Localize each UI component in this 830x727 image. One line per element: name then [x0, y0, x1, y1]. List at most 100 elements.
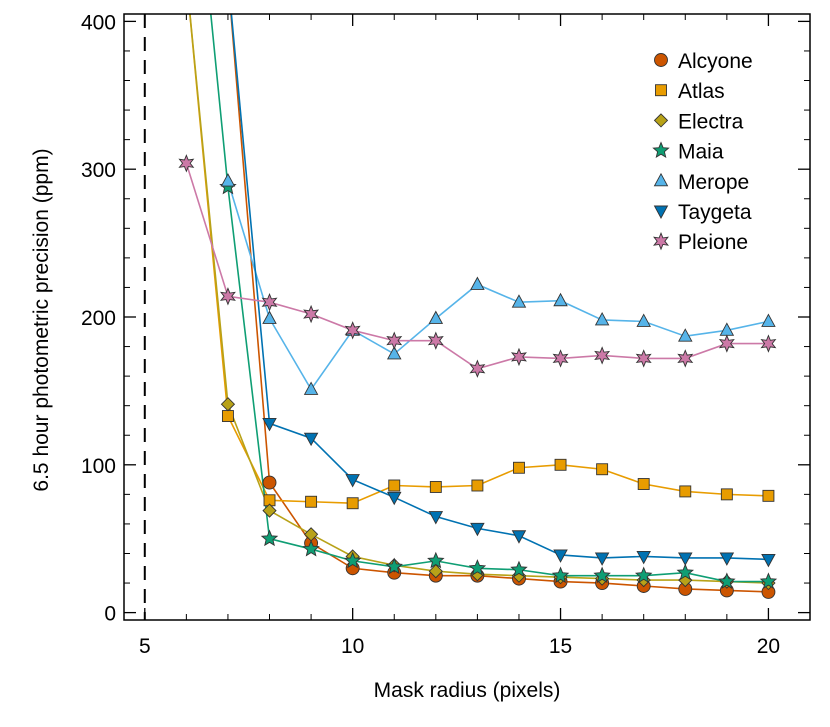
data-point-taygeta: [594, 552, 610, 566]
data-point-maia: [468, 559, 487, 576]
y-tick-label: 300: [81, 159, 116, 182]
data-point-pleione: [760, 334, 777, 353]
legend-label-merope: Merope: [678, 171, 749, 194]
legend-label-pleione: Pleione: [678, 231, 748, 254]
data-point-maia: [551, 566, 570, 584]
data-point-atlas: [637, 478, 650, 490]
series-markers-taygeta: [262, 417, 776, 568]
series-taygeta: [230, 14, 769, 561]
data-point-taygeta: [428, 511, 444, 525]
series-layer: [178, 14, 778, 599]
data-point-merope: [386, 346, 402, 360]
legend-marker-electra: [653, 113, 669, 128]
data-point-merope: [636, 313, 651, 327]
data-point-merope: [511, 294, 527, 308]
data-point-atlas: [388, 479, 401, 492]
x-tick-label: 10: [341, 635, 364, 658]
legend-item-atlas: Atlas: [655, 80, 725, 103]
series-markers-merope: [220, 173, 776, 395]
x-axis-label: Mask radius (pixels): [374, 679, 561, 702]
data-point-electra: [428, 564, 443, 579]
data-point-maia: [385, 557, 403, 575]
data-point-taygeta: [678, 552, 693, 566]
data-point-pleione: [178, 154, 195, 173]
data-point-electra: [220, 397, 236, 412]
legend-marker-alcyone: [654, 53, 668, 67]
data-point-pleione: [261, 293, 278, 312]
data-point-merope: [553, 292, 568, 307]
x-tick-label: 15: [549, 635, 572, 658]
data-point-maia: [634, 566, 653, 584]
data-point-taygeta: [636, 550, 651, 565]
data-point-atlas: [762, 489, 775, 502]
data-point-pleione: [635, 349, 652, 368]
data-point-atlas: [720, 488, 733, 501]
data-point-atlas: [596, 463, 609, 476]
data-point-taygeta: [470, 522, 485, 537]
y-tick-label: 100: [81, 455, 116, 478]
data-point-maia: [427, 551, 445, 569]
legend-item-alcyone: Alcyone: [654, 50, 753, 73]
legend-marker-pleione: [653, 231, 669, 251]
data-point-merope: [594, 312, 610, 326]
data-point-pleione: [510, 347, 527, 367]
series-merope: [227, 180, 769, 391]
data-point-pleione: [386, 331, 403, 350]
data-point-alcyone: [262, 475, 277, 490]
legend-marker-maia: [652, 141, 670, 159]
data-point-atlas: [471, 479, 484, 492]
legend-item-maia: Maia: [652, 141, 724, 164]
legend: Alcyone Atlas Electra Maia Merope Taygeta Plei…: [652, 50, 753, 254]
data-point-atlas: [305, 495, 318, 508]
y-axis-label: 6.5 hour photometric precision (ppm): [30, 148, 53, 491]
data-point-taygeta: [386, 491, 402, 506]
legend-item-taygeta: Taygeta: [653, 201, 752, 224]
data-point-merope: [678, 328, 693, 342]
series-markers-pleione: [178, 154, 777, 378]
data-point-pleione: [552, 349, 569, 368]
y-tick-label: 200: [81, 307, 116, 330]
legend-label-maia: Maia: [678, 141, 724, 164]
legend-item-electra: Electra: [653, 110, 744, 133]
series-markers-maia: [219, 177, 778, 589]
legend-marker-atlas: [655, 84, 667, 97]
plot-area: [143, 14, 778, 620]
legend-label-electra: Electra: [678, 110, 744, 133]
data-point-pleione: [344, 321, 361, 340]
data-point-maia: [759, 572, 778, 589]
legend-marker-taygeta: [653, 205, 669, 219]
data-point-pleione: [469, 359, 486, 378]
data-point-maia: [718, 572, 736, 589]
data-point-maia: [343, 551, 362, 569]
data-point-taygeta: [719, 552, 735, 566]
data-point-maia: [302, 539, 320, 557]
legend-item-merope: Merope: [653, 171, 749, 194]
legend-marker-merope: [653, 172, 669, 187]
data-point-merope: [428, 310, 444, 324]
data-point-maia: [260, 529, 279, 547]
data-point-merope: [761, 313, 776, 327]
data-point-atlas: [221, 410, 234, 422]
data-point-atlas: [513, 461, 525, 474]
series-markers-atlas: [221, 410, 775, 510]
data-point-merope: [470, 276, 485, 290]
data-point-taygeta: [761, 553, 776, 568]
data-point-atlas: [554, 458, 567, 471]
data-point-pleione: [303, 304, 320, 324]
data-point-merope: [303, 381, 319, 395]
data-point-atlas: [346, 497, 359, 510]
legend-label-alcyone: Alcyone: [678, 50, 753, 73]
y-tick-label: 0: [104, 603, 116, 626]
data-point-maia: [676, 563, 694, 581]
legend-label-taygeta: Taygeta: [678, 201, 752, 224]
series-line-taygeta: [230, 14, 769, 561]
data-point-maia: [593, 566, 611, 584]
y-tick-label: 400: [81, 11, 116, 34]
data-point-pleione: [677, 349, 694, 368]
x-tick-label: 20: [757, 635, 780, 658]
data-point-taygeta: [303, 432, 319, 447]
data-point-atlas: [679, 485, 692, 498]
